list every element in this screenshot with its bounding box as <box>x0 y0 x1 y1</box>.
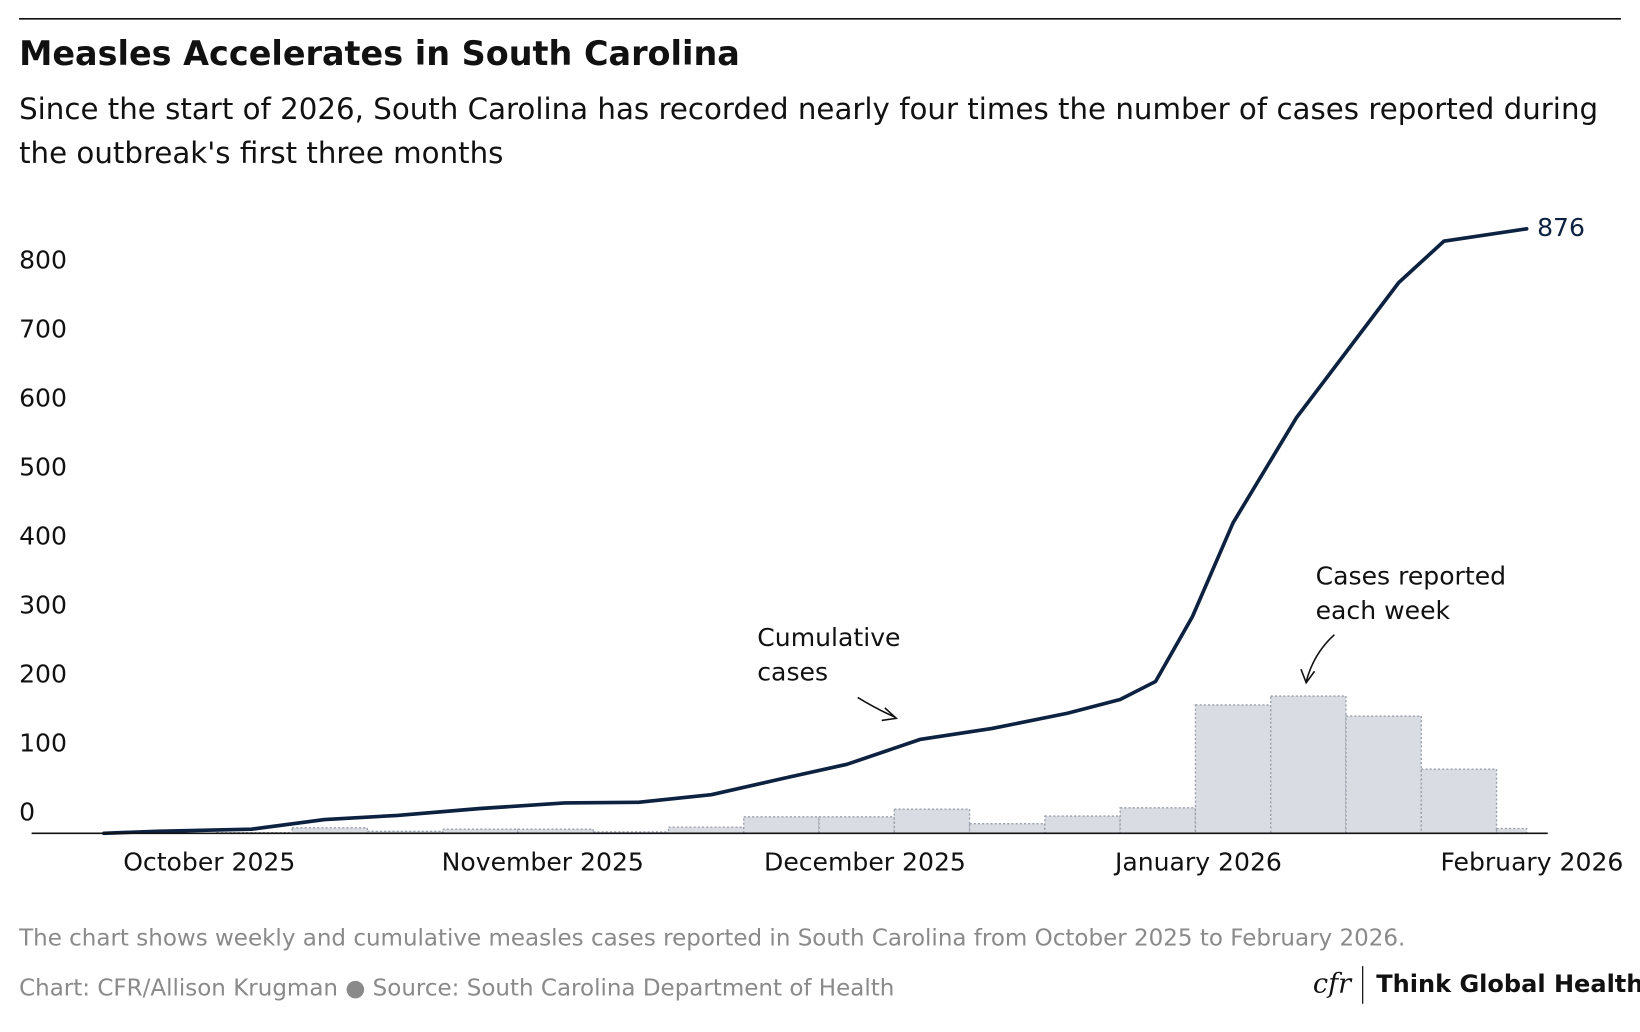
end-label: 876 <box>1537 213 1585 242</box>
bar <box>893 808 971 835</box>
bar <box>968 822 1046 835</box>
x-tick-label: February 2026 <box>1440 848 1623 877</box>
bar <box>1194 704 1272 835</box>
plot: 0 100 200 300 400 500 600 700 800 October 2025 Nov… <box>19 213 1623 877</box>
y-tick-label: 500 <box>19 452 67 481</box>
credit: Chart: CFR/Allison Krugman ● Source: Sou… <box>19 976 894 1002</box>
y-tick-label: 400 <box>19 521 67 550</box>
bar <box>667 826 745 835</box>
logo-mark: cfr <box>1313 968 1353 999</box>
y-tick-label: 0 <box>19 797 35 826</box>
y-tick-label: 600 <box>19 383 67 412</box>
line <box>102 226 1529 836</box>
x-tick-label: December 2025 <box>764 848 966 877</box>
annotation-box: Cases reported each week <box>1315 561 1507 626</box>
annotation: Cumulative cases <box>757 623 901 687</box>
bar <box>1119 807 1197 835</box>
y-tick-label: 800 <box>19 245 67 274</box>
x-tick-label: October 2025 <box>123 848 295 877</box>
x-tick-label: November 2025 <box>442 848 644 877</box>
bar <box>1270 695 1347 835</box>
y-tick-label: 700 <box>19 314 67 343</box>
annotation: Cases reported each week <box>1315 561 1507 626</box>
bar <box>517 828 594 835</box>
annotation-arrow <box>1300 634 1335 685</box>
y-tick-label: 100 <box>19 728 67 757</box>
chart-title: Measles Accelerates in South Carolina <box>19 34 740 73</box>
logo-name: Think Global Health <box>1376 970 1640 998</box>
bar <box>818 816 895 835</box>
x-tick-label: January 2026 <box>1113 848 1282 877</box>
bar <box>1044 815 1121 835</box>
bar <box>291 827 369 835</box>
bar <box>743 816 820 835</box>
bar <box>1495 827 1528 835</box>
bar <box>1345 715 1422 835</box>
y-tick-label: 300 <box>19 590 67 619</box>
subtitle-box: Since the start of 2026, South Carolina … <box>19 92 1599 171</box>
note: The chart shows weekly and cumulative me… <box>18 925 1405 951</box>
y-tick-label: 200 <box>19 659 67 688</box>
annotation-arrow <box>857 696 899 722</box>
bar <box>1420 768 1498 835</box>
annotation-box: Cumulative cases <box>757 623 901 687</box>
subtitle: Since the start of 2026, South Carolina … <box>19 92 1599 171</box>
